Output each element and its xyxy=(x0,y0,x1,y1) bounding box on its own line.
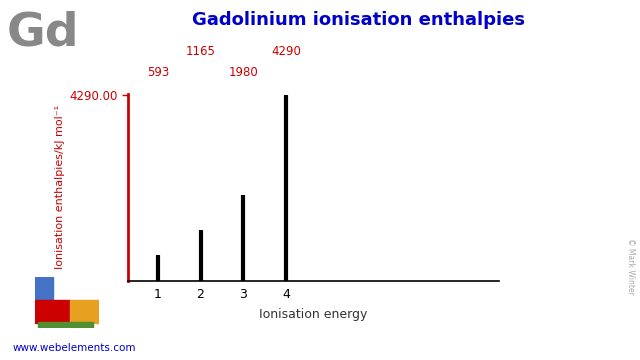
Text: 4290: 4290 xyxy=(271,45,301,58)
Bar xyxy=(35,300,70,323)
Text: © Mark Winter: © Mark Winter xyxy=(626,238,635,295)
Bar xyxy=(70,300,99,323)
Text: www.webelements.com: www.webelements.com xyxy=(13,343,136,353)
X-axis label: Ionisation energy: Ionisation energy xyxy=(259,309,368,321)
Bar xyxy=(35,277,53,300)
Text: 1980: 1980 xyxy=(228,66,258,79)
Y-axis label: Ionisation enthalpies/kJ mol⁻¹: Ionisation enthalpies/kJ mol⁻¹ xyxy=(55,105,65,269)
Text: Gadolinium ionisation enthalpies: Gadolinium ionisation enthalpies xyxy=(192,11,525,29)
Text: 593: 593 xyxy=(147,66,169,79)
Bar xyxy=(38,321,93,328)
Text: Gd: Gd xyxy=(6,11,79,56)
Text: 1165: 1165 xyxy=(186,45,216,58)
